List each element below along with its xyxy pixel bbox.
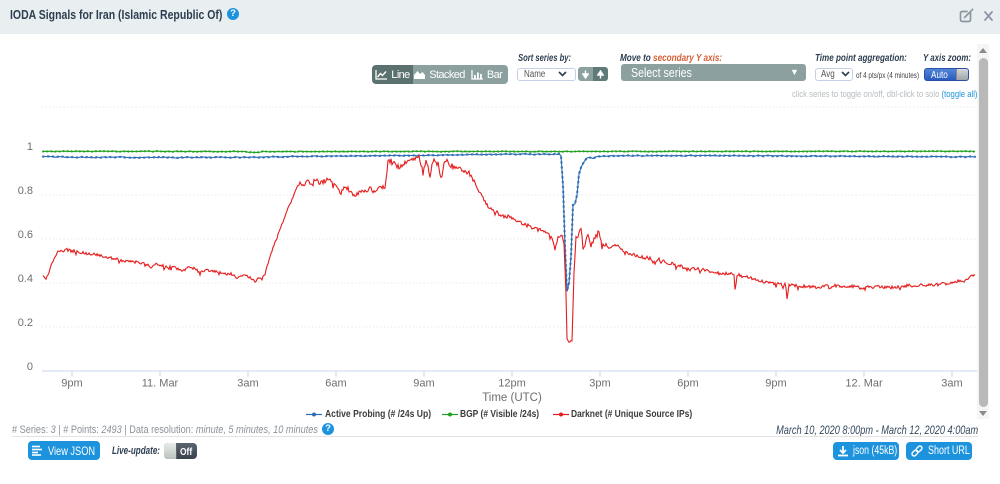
svg-text:12pm: 12pm xyxy=(498,378,526,390)
svg-text:0.2: 0.2 xyxy=(18,317,33,329)
svg-text:0.6: 0.6 xyxy=(18,229,33,241)
svg-text:9am: 9am xyxy=(413,378,434,390)
svg-text:0.4: 0.4 xyxy=(18,273,33,285)
svg-text:9pm: 9pm xyxy=(765,378,786,390)
svg-text:3pm: 3pm xyxy=(589,378,610,390)
svg-text:0: 0 xyxy=(27,361,33,373)
svg-text:6pm: 6pm xyxy=(677,378,698,390)
svg-text:11. Mar: 11. Mar xyxy=(142,378,179,390)
svg-text:3am: 3am xyxy=(941,378,962,390)
svg-text:3am: 3am xyxy=(237,378,258,390)
svg-text:9pm: 9pm xyxy=(61,378,82,390)
svg-text:6am: 6am xyxy=(325,378,346,390)
svg-text:0.8: 0.8 xyxy=(18,185,33,197)
svg-text:1: 1 xyxy=(27,141,33,153)
svg-text:12. Mar: 12. Mar xyxy=(845,378,883,390)
